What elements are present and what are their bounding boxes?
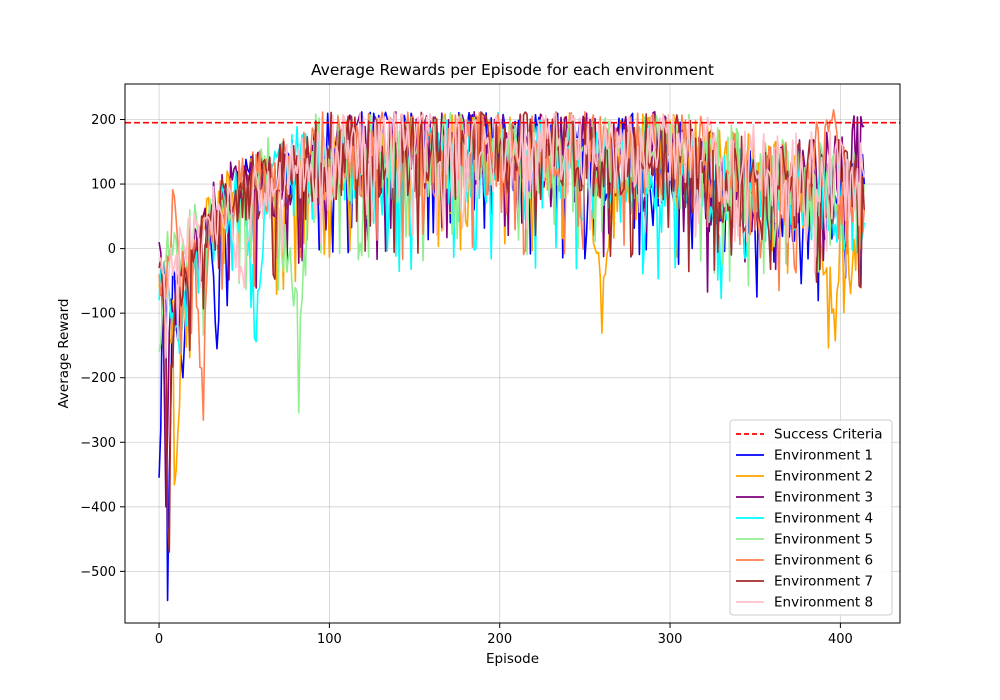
x-axis-title: Episode — [486, 651, 539, 667]
y-tick-label: 0 — [108, 242, 116, 257]
legend-box — [729, 419, 893, 616]
plot-frame — [124, 83, 901, 624]
x-tick-label: 300 — [658, 632, 683, 647]
legend-label: Environment 1 — [774, 448, 873, 464]
legend-label: Success Criteria — [774, 427, 883, 443]
y-tick-label: −300 — [80, 436, 116, 451]
x-tick-label: 200 — [487, 632, 512, 647]
x-tick-label: 400 — [828, 632, 853, 647]
series-line-env-4 — [158, 111, 866, 355]
y-axis-title: Average Reward — [56, 298, 72, 408]
legend-label: Environment 3 — [774, 490, 873, 506]
legend-label: Environment 2 — [774, 469, 873, 485]
legend-label: Environment 7 — [774, 574, 873, 590]
series-line-env-6 — [158, 109, 866, 421]
legend-label: Environment 8 — [774, 595, 873, 611]
y-tick-label: −400 — [80, 500, 116, 515]
chart-title: Average Rewards per Episode for each env… — [311, 61, 714, 79]
y-tick-label: 100 — [91, 178, 116, 193]
legend-label: Environment 6 — [774, 553, 873, 569]
y-tick-label: −100 — [80, 307, 116, 322]
y-tick-label: −200 — [80, 371, 116, 386]
y-tick-label: 200 — [91, 113, 116, 128]
x-tick-label: 0 — [155, 632, 163, 647]
legend: Success Criteria Environment 1 Environment… — [729, 419, 893, 616]
x-tick-label: 100 — [317, 632, 342, 647]
y-tick-label: −500 — [80, 565, 116, 580]
series-lines — [158, 109, 866, 602]
series-line-env-8 — [158, 111, 866, 359]
legend-label: Environment 4 — [774, 511, 873, 527]
legend-label: Environment 5 — [774, 532, 873, 548]
axis-ticks: 0 100 200 300 400 −500 −400 −300 −200 −100 0 100 200 — [80, 113, 853, 647]
